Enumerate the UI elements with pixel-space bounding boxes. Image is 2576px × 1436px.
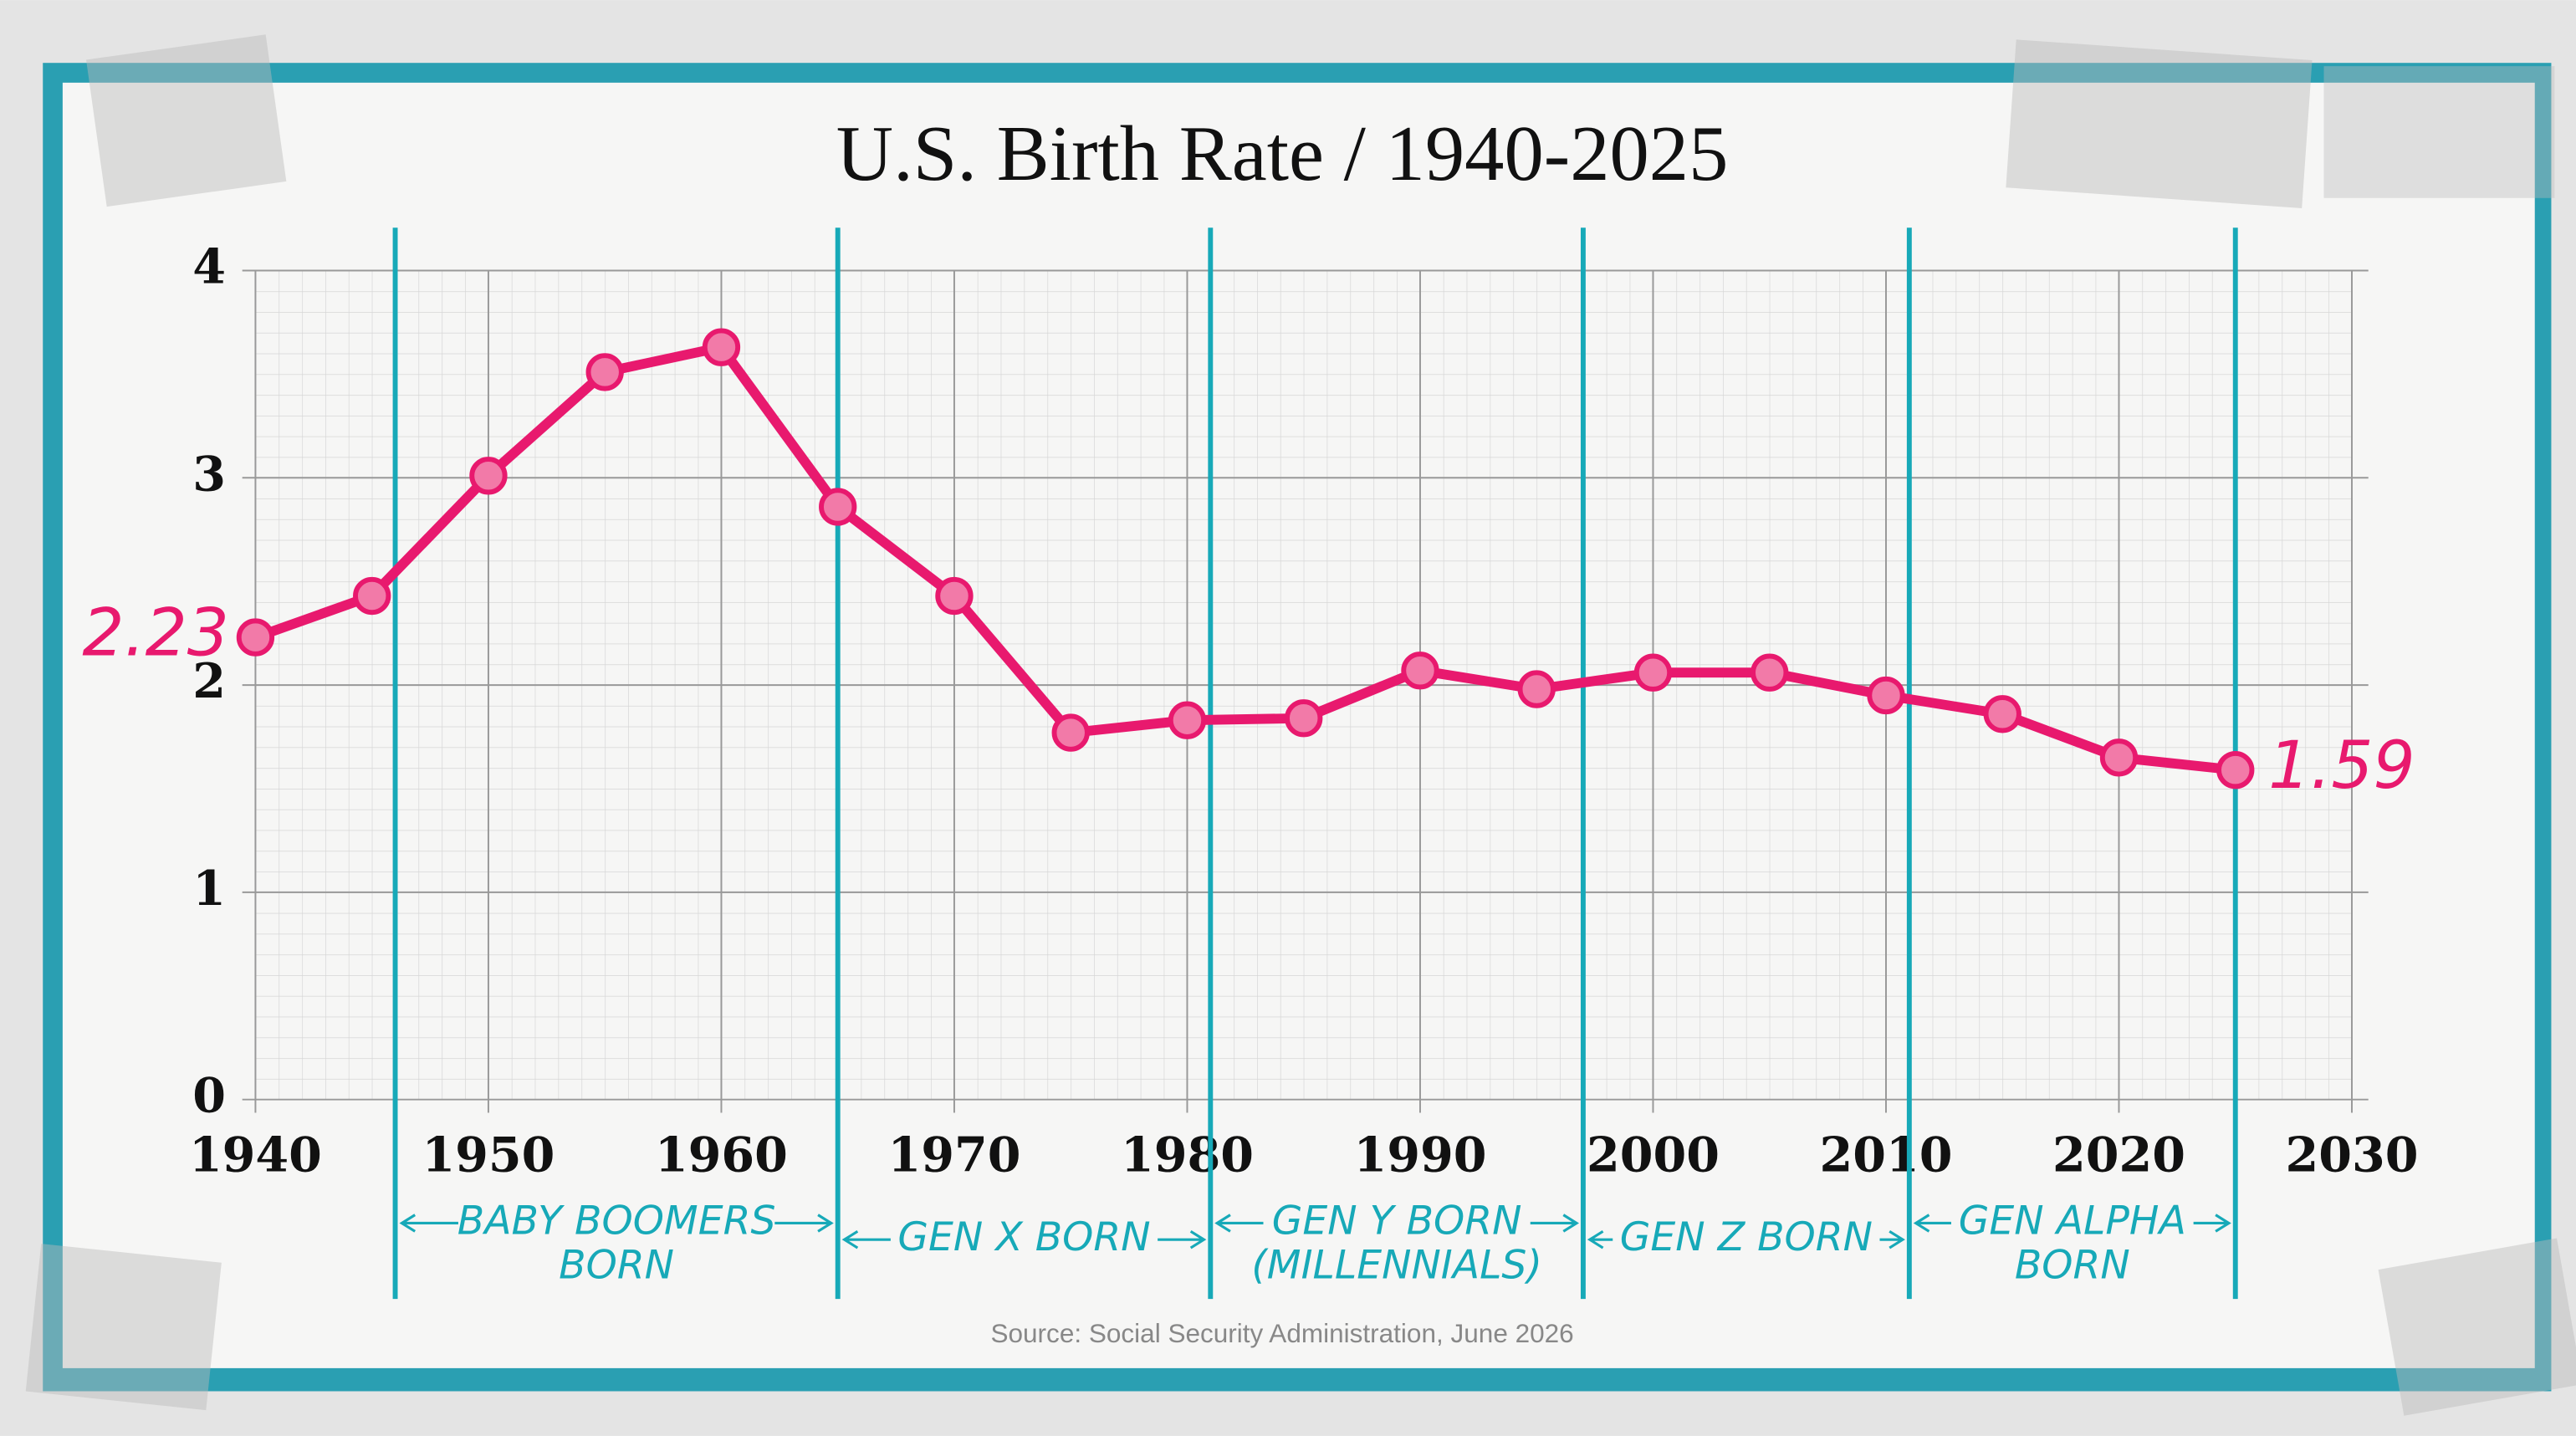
y-tick-label: 4 xyxy=(192,238,226,294)
data-point xyxy=(1633,653,1673,692)
x-tick-label: 1950 xyxy=(422,1127,555,1183)
generation-label: GEN Y BORN xyxy=(1272,1198,1522,1244)
x-tick-label: 2010 xyxy=(1819,1127,1952,1183)
data-point xyxy=(585,353,624,391)
y-tick-label: 0 xyxy=(192,1068,226,1124)
generation-arrow xyxy=(399,1214,834,1233)
generation-label: BORN xyxy=(2015,1243,2130,1289)
generation-arrow xyxy=(1587,1229,1905,1249)
generation-label: GEN X BORN xyxy=(897,1214,1150,1260)
y-tick-label: 3 xyxy=(192,446,226,502)
data-point xyxy=(1751,653,1789,692)
data-point xyxy=(2216,751,2255,790)
data-line xyxy=(253,342,2236,775)
x-tick-label: 2020 xyxy=(2052,1127,2185,1183)
data-point xyxy=(236,618,275,657)
plot: 0 1 2 3 4 1940 1950 1960 1970 1980 1990 2000 2010 202… xyxy=(82,227,2419,1300)
tape xyxy=(25,1244,222,1411)
generation-label: BABY BOOMERS xyxy=(457,1198,776,1244)
x-tick-label: 1940 xyxy=(189,1127,322,1183)
generation-arrow xyxy=(841,1229,1207,1249)
data-point xyxy=(353,576,391,616)
x-tick-label: 1990 xyxy=(1353,1127,1486,1183)
x-tick-label: 2030 xyxy=(2286,1127,2419,1183)
generation-label: GEN ALPHA xyxy=(1959,1198,2186,1244)
data-point xyxy=(2099,738,2139,777)
tape xyxy=(86,34,287,207)
generation-arrow xyxy=(1913,1214,2231,1233)
data-point xyxy=(1168,701,1207,739)
tape xyxy=(2006,39,2313,208)
data-point xyxy=(819,488,857,526)
data-point xyxy=(1867,676,1905,715)
y-tick-label: 2 xyxy=(192,653,226,709)
data-point xyxy=(1983,695,2021,733)
tape xyxy=(2323,66,2555,198)
x-tick-label: 1980 xyxy=(1121,1127,1254,1183)
tape xyxy=(2378,1238,2576,1416)
value-label: 1.59 xyxy=(2268,727,2415,804)
y-tick-label: 1 xyxy=(192,861,226,917)
data-point xyxy=(1051,713,1090,752)
data-point xyxy=(1401,652,1439,690)
x-tick-label: 1960 xyxy=(655,1127,788,1183)
x-tick-label: 1970 xyxy=(887,1127,1020,1183)
generation-label: GEN Z BORN xyxy=(1620,1214,1873,1260)
chart-title: U.S. Birth Rate / 1940-2025 xyxy=(836,110,1729,197)
data-point xyxy=(1517,670,1556,708)
data-point xyxy=(469,457,508,495)
generation-label: (MILLENNIALS) xyxy=(1251,1243,1542,1289)
generation-label: BORN xyxy=(559,1243,674,1289)
x-tick-label: 2000 xyxy=(1587,1127,1720,1183)
data-point xyxy=(935,576,974,616)
data-point xyxy=(702,328,741,366)
data-point xyxy=(1285,699,1323,738)
generation-arrow xyxy=(1214,1214,1580,1233)
value-label: 2.23 xyxy=(82,595,228,672)
source: Source: Social Security Administration, … xyxy=(990,1318,1573,1348)
